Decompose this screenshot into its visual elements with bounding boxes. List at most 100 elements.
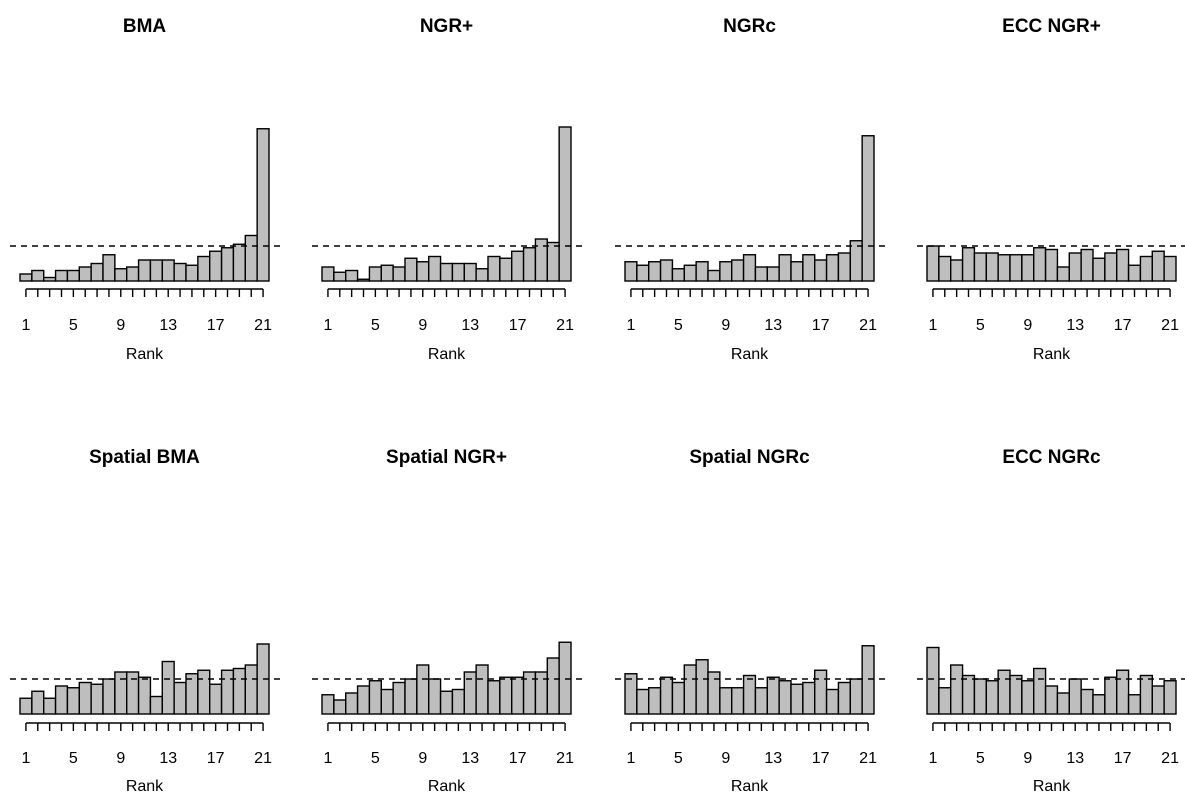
bar-rank-21 (256, 128, 270, 282)
bar-rank-17 (1116, 248, 1130, 282)
bar-rank-21 (1163, 680, 1177, 715)
bar-rank-6 (78, 681, 92, 715)
bar-rank-7 (90, 683, 104, 715)
bar-rank-1 (19, 697, 33, 715)
bar-rank-17 (814, 669, 828, 715)
bar-rank-11 (742, 254, 757, 282)
bar-rank-15 (1092, 257, 1106, 282)
panel-spatial-ngr: Spatial NGR+ 1 5 9 13 17 21 Rank (312, 447, 583, 795)
x-axis-label: Rank (731, 346, 769, 363)
bar-rank-15 (790, 261, 804, 282)
x-tick-label: 5 (674, 317, 683, 334)
bar-rank-5 (671, 268, 685, 282)
bar-rank-11 (137, 676, 152, 715)
x-tick-label: 13 (1066, 750, 1084, 767)
x-tick-label: 9 (418, 750, 427, 767)
panel-title: Spatial BMA (89, 447, 200, 468)
bar-rank-2 (31, 269, 45, 282)
panel-ecc-ngr: ECC NGR+ 1 5 9 13 17 21 Rank (917, 16, 1185, 363)
bar-rank-17 (209, 250, 223, 282)
panel-ngr: NGR+ 1 5 9 13 17 21 Rank (312, 16, 583, 363)
x-tick-label: 5 (674, 750, 683, 767)
bar-rank-3 (950, 664, 964, 715)
x-tick-label: 1 (323, 317, 332, 334)
bar-rank-20 (546, 241, 560, 282)
bar-rank-18 (825, 688, 840, 715)
bar-rank-4 (659, 676, 674, 715)
bar-rank-3 (950, 259, 964, 282)
bar-rank-3 (43, 697, 57, 715)
bar-rank-3 (648, 261, 662, 282)
panel-title: BMA (123, 16, 167, 37)
bar-rank-4 (961, 674, 976, 715)
bar-rank-14 (475, 664, 489, 715)
bar-rank-12 (451, 262, 465, 282)
x-axis-label: Rank (1033, 778, 1071, 795)
x-tick-label: 13 (461, 317, 479, 334)
bar-rank-3 (648, 687, 662, 715)
bar-rank-14 (1080, 688, 1094, 715)
bar-rank-1 (19, 273, 33, 282)
bar-rank-12 (149, 259, 163, 282)
panel-title: Spatial NGR+ (386, 447, 507, 468)
x-tick-label: 17 (1114, 750, 1132, 767)
x-tick-label: 13 (159, 317, 177, 334)
x-tick-label: 1 (928, 750, 937, 767)
bar-rank-13 (766, 676, 780, 715)
panel-title: NGRc (723, 16, 776, 37)
bar-rank-16 (1104, 676, 1118, 715)
x-tick-label: 1 (21, 750, 30, 767)
bar-rank-21 (861, 135, 875, 282)
bar-rank-14 (1080, 248, 1094, 282)
bar-rank-20 (849, 240, 863, 282)
x-tick-label: 17 (207, 750, 225, 767)
bar-rank-10 (731, 259, 745, 282)
bar-rank-16 (802, 254, 816, 282)
bar-rank-4 (54, 685, 69, 715)
x-tick-label: 9 (1023, 750, 1032, 767)
x-tick-label: 21 (254, 317, 272, 334)
bar-rank-12 (754, 687, 768, 715)
x-tick-label: 5 (976, 317, 985, 334)
bar-rank-7 (997, 254, 1011, 282)
bar-rank-20 (1151, 685, 1165, 715)
bar-rank-20 (849, 678, 863, 715)
panel-title: ECC NGR+ (1002, 16, 1101, 37)
bar-rank-18 (220, 669, 235, 715)
bar-rank-14 (475, 268, 489, 282)
bar-rank-10 (126, 266, 140, 282)
bar-rank-20 (244, 234, 258, 282)
bar-rank-1 (624, 673, 638, 715)
bar-rank-21 (1163, 255, 1177, 282)
bar-rank-13 (463, 262, 477, 282)
bar-rank-15 (790, 683, 804, 715)
bar-rank-21 (558, 641, 572, 715)
bar-rank-19 (1139, 674, 1153, 715)
bar-rank-8 (707, 269, 721, 282)
bar-rank-3 (43, 276, 57, 282)
x-tick-label: 9 (1023, 317, 1032, 334)
x-axis-label: Rank (428, 778, 466, 795)
bar-rank-18 (522, 247, 537, 282)
panel-ecc-ngrc: ECC NGRc 1 5 9 13 17 21 Rank (917, 447, 1185, 795)
bar-rank-18 (1127, 694, 1142, 715)
bar-rank-12 (149, 695, 163, 715)
x-tick-label: 21 (1161, 317, 1179, 334)
x-tick-label: 5 (69, 317, 78, 334)
bar-rank-5 (66, 687, 80, 715)
bar-rank-1 (926, 245, 940, 282)
bar-rank-9 (114, 268, 128, 282)
x-tick-label: 21 (859, 317, 877, 334)
bar-rank-19 (837, 252, 851, 282)
bar-rank-13 (161, 660, 175, 715)
bar-rank-2 (636, 688, 650, 715)
bar-rank-15 (487, 255, 501, 282)
bar-rank-19 (232, 667, 246, 715)
bar-rank-4 (356, 685, 371, 715)
x-tick-label: 1 (626, 750, 635, 767)
panel-title: Spatial NGRc (689, 447, 810, 468)
bar-rank-5 (973, 252, 987, 282)
bar-rank-13 (766, 266, 780, 282)
x-tick-label: 5 (69, 750, 78, 767)
